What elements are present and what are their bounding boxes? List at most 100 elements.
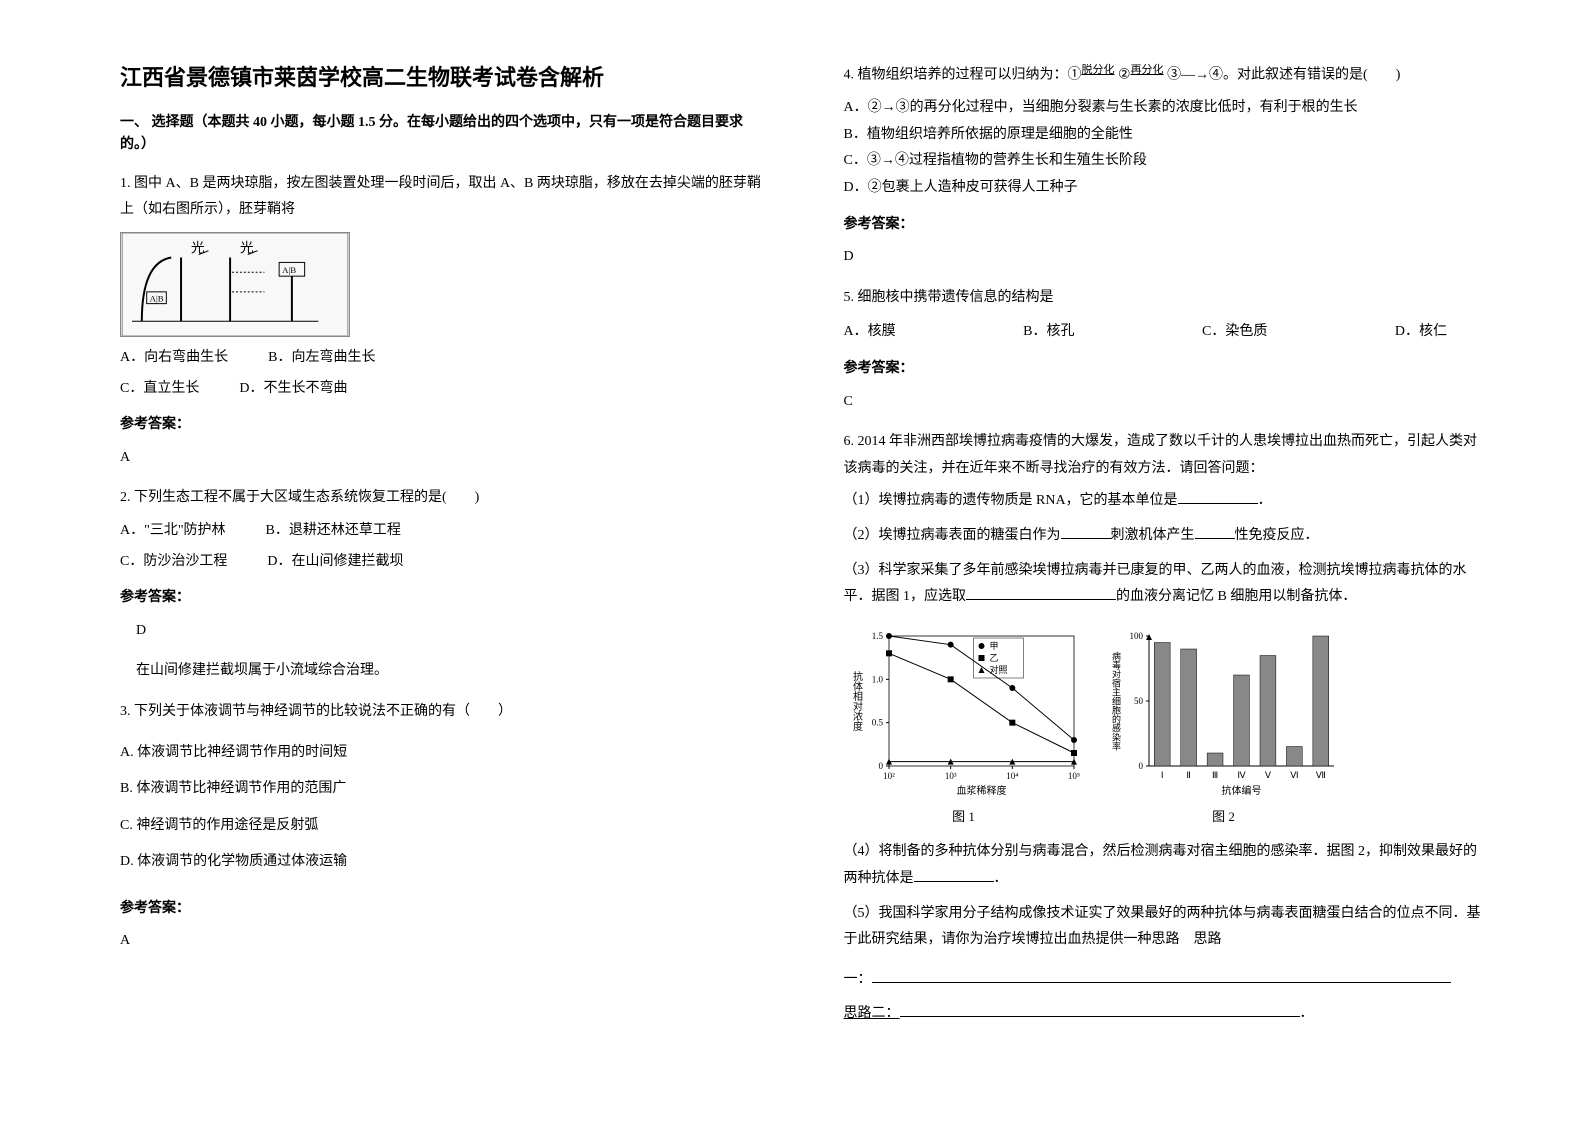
q6-sub2: （2）埃博拉病毒表面的糖蛋白作为 刺激机体产生 性免疫反应． bbox=[844, 523, 1488, 550]
chart1: 00.51.01.510²10³10⁴10⁵甲乙对照血浆稀释度抗体相对浓度 bbox=[844, 621, 1084, 801]
svg-text:50: 50 bbox=[1134, 696, 1144, 706]
question-2: 2. 下列生态工程不属于大区域生态系统恢复工程的是( ) A．"三北"防护林 B… bbox=[120, 485, 764, 685]
q6-sub5: （5）我国科学家用分子结构成像技术证实了效果最好的两种抗体与病毒表面糖蛋白结合的… bbox=[844, 901, 1488, 954]
q5-optB: B．核孔 bbox=[1023, 319, 1074, 346]
svg-text:1.5: 1.5 bbox=[871, 631, 883, 641]
svg-text:Ⅴ: Ⅴ bbox=[1264, 770, 1271, 780]
q6-sub5-line1: 一： bbox=[844, 962, 1488, 993]
page-title: 江西省景德镇市莱茵学校高二生物联考试卷含解析 bbox=[120, 60, 764, 92]
svg-text:10²: 10² bbox=[883, 771, 895, 781]
q4-mid2: ③—→④。对此叙述有错误的是( ) bbox=[1164, 68, 1401, 83]
q1-optD: D．不生长不弯曲 bbox=[239, 376, 347, 403]
q2-text: 2. 下列生态工程不属于大区域生态系统恢复工程的是( ) bbox=[120, 485, 764, 512]
svg-text:病毒对宿主细胞的感染率: 病毒对宿主细胞的感染率 bbox=[1111, 650, 1121, 751]
q6-sub1-suffix: ． bbox=[1258, 493, 1272, 508]
q5-optD: D．核仁 bbox=[1395, 319, 1447, 346]
q3-optA: A. 体液调节比神经调节作用的时间短 bbox=[120, 740, 764, 767]
q2-explain: 在山间修建拦截坝属于小流域综合治理。 bbox=[136, 658, 764, 685]
q2-optB: B．退耕还林还草工程 bbox=[266, 518, 401, 545]
svg-text:Ⅲ: Ⅲ bbox=[1211, 770, 1217, 780]
svg-text:0.5: 0.5 bbox=[871, 717, 883, 727]
q4-step1: 脱分化 bbox=[1082, 64, 1115, 76]
q3-answer-label: 参考答案： bbox=[120, 896, 764, 923]
blank bbox=[914, 868, 994, 882]
q1-answer: A bbox=[120, 445, 764, 472]
q4-optB: B．植物组织培养所依据的原理是细胞的全能性 bbox=[844, 122, 1488, 149]
q3-answer: A bbox=[120, 928, 764, 955]
question-1: 1. 图中 A、B 是两块琼脂，按左图装置处理一段时间后，取出 A、B 两块琼脂… bbox=[120, 171, 764, 472]
q3-text: 3. 下列关于体液调节与神经调节的比较说法不正确的有（ ） bbox=[120, 699, 764, 726]
q4-answer: D bbox=[844, 244, 1488, 271]
blank bbox=[1178, 490, 1258, 504]
q5-optA: A．核膜 bbox=[844, 319, 896, 346]
svg-text:100: 100 bbox=[1129, 631, 1143, 641]
section-header: 一、 选择题（本题共 40 小题，每小题 1.5 分。在每小题给出的四个选项中，… bbox=[120, 112, 764, 157]
q4-text: 4. 植物组织培养的过程可以归纳为：①脱分化 ②再分化 ③—→④。对此叙述有错误… bbox=[844, 60, 1488, 89]
q4-prefix: 4. 植物组织培养的过程可以归纳为：① bbox=[844, 68, 1082, 83]
q2-optA: A．"三北"防护林 bbox=[120, 518, 226, 545]
chart1-caption: 图 1 bbox=[844, 805, 1084, 830]
blank bbox=[900, 1003, 1300, 1017]
q4-optC: C．③→④过程指植物的营养生长和生殖生长阶段 bbox=[844, 148, 1488, 175]
q6-sub1: （1）埃博拉病毒的遗传物质是 RNA，它的基本单位是 ． bbox=[844, 488, 1488, 515]
q5-answer-label: 参考答案： bbox=[844, 356, 1488, 383]
svg-text:Ⅱ: Ⅱ bbox=[1186, 770, 1190, 780]
question-6: 6. 2014 年非洲西部埃博拉病毒疫情的大爆发，造成了数以千计的人患埃博拉出血… bbox=[844, 429, 1488, 1028]
q4-step2: 再分化 bbox=[1131, 64, 1164, 76]
svg-text:甲: 甲 bbox=[989, 641, 998, 651]
q1-answer-label: 参考答案： bbox=[120, 412, 764, 439]
q1-optA: A．向右弯曲生长 bbox=[120, 345, 228, 372]
q2-answer-label: 参考答案： bbox=[120, 585, 764, 612]
question-5: 5. 细胞核中携带遗传信息的结构是 A．核膜 B．核孔 C．染色质 D．核仁 参… bbox=[844, 285, 1488, 415]
svg-text:A|B: A|B bbox=[150, 294, 164, 304]
blank bbox=[966, 586, 1116, 600]
q6-sub3: （3）科学家采集了多年前感染埃博拉病毒并已康复的甲、乙两人的血液，检测抗埃博拉病… bbox=[844, 558, 1488, 611]
question-3: 3. 下列关于体液调节与神经调节的比较说法不正确的有（ ） A. 体液调节比神经… bbox=[120, 699, 764, 955]
q6-sub5-suffix: ． bbox=[1300, 1006, 1314, 1021]
q6-sub5-line2: 思路二： ． bbox=[844, 1001, 1488, 1028]
chart2: 050100ⅠⅡⅢⅣⅤⅥⅦ抗体编号病毒对宿主细胞的感染率 bbox=[1104, 621, 1344, 801]
svg-text:Ⅳ: Ⅳ bbox=[1237, 770, 1246, 780]
svg-text:0: 0 bbox=[878, 761, 883, 771]
q1-optC: C．直立生长 bbox=[120, 376, 199, 403]
svg-text:10³: 10³ bbox=[944, 771, 956, 781]
q6-sub2-mid: 刺激机体产生 bbox=[1111, 528, 1195, 543]
q6-text: 6. 2014 年非洲西部埃博拉病毒疫情的大爆发，造成了数以千计的人患埃博拉出血… bbox=[844, 429, 1488, 482]
chart1-container: 00.51.01.510²10³10⁴10⁵甲乙对照血浆稀释度抗体相对浓度 图 … bbox=[844, 621, 1084, 830]
q4-mid1: ② bbox=[1115, 68, 1131, 83]
q6-sub5-l2: 思路二： bbox=[844, 1006, 900, 1021]
q5-optC: C．染色质 bbox=[1202, 319, 1267, 346]
q5-text: 5. 细胞核中携带遗传信息的结构是 bbox=[844, 285, 1488, 312]
q3-optC: C. 神经调节的作用途径是反射弧 bbox=[120, 813, 764, 840]
svg-text:对照: 对照 bbox=[989, 664, 1007, 675]
q2-optC: C．防沙治沙工程 bbox=[120, 549, 227, 576]
svg-text:血浆稀释度: 血浆稀释度 bbox=[956, 784, 1006, 797]
chart2-caption: 图 2 bbox=[1104, 805, 1344, 830]
blank bbox=[872, 966, 1451, 983]
svg-text:Ⅶ: Ⅶ bbox=[1315, 770, 1325, 780]
q3-optB: B. 体液调节比神经调节作用的范围广 bbox=[120, 776, 764, 803]
q6-sub4-suffix: ． bbox=[994, 871, 1008, 886]
q6-sub5-l1: 一： bbox=[844, 972, 872, 987]
q4-optD: D．②包裹上人造种皮可获得人工种子 bbox=[844, 175, 1488, 202]
q1-optB: B．向左弯曲生长 bbox=[268, 345, 375, 372]
svg-text:1.0: 1.0 bbox=[871, 674, 883, 684]
q4-answer-label: 参考答案： bbox=[844, 212, 1488, 239]
q2-answer: D bbox=[136, 618, 764, 645]
q5-answer: C bbox=[844, 389, 1488, 416]
svg-text:A|B: A|B bbox=[282, 265, 296, 275]
svg-text:Ⅵ: Ⅵ bbox=[1290, 770, 1298, 780]
q2-optD: D．在山间修建拦截坝 bbox=[267, 549, 403, 576]
q6-sub1-prefix: （1）埃博拉病毒的遗传物质是 RNA，它的基本单位是 bbox=[844, 493, 1178, 508]
q6-sub4: （4）将制备的多种抗体分别与病毒混合，然后检测病毒对宿主细胞的感染率．据图 2，… bbox=[844, 839, 1488, 892]
q6-sub2-prefix: （2）埃博拉病毒表面的糖蛋白作为 bbox=[844, 528, 1061, 543]
q4-optA: A．②→③的再分化过程中，当细胞分裂素与生长素的浓度比低时，有利于根的生长 bbox=[844, 95, 1488, 122]
q6-sub2-suffix: 性免疫反应． bbox=[1235, 528, 1319, 543]
svg-text:10⁵: 10⁵ bbox=[1067, 771, 1079, 781]
q1-text: 1. 图中 A、B 是两块琼脂，按左图装置处理一段时间后，取出 A、B 两块琼脂… bbox=[120, 171, 764, 224]
chart2-container: 050100ⅠⅡⅢⅣⅤⅥⅦ抗体编号病毒对宿主细胞的感染率 图 2 bbox=[1104, 621, 1344, 830]
q3-optD: D. 体液调节的化学物质通过体液运输 bbox=[120, 849, 764, 876]
svg-text:Ⅰ: Ⅰ bbox=[1160, 770, 1163, 780]
svg-text:0: 0 bbox=[1138, 761, 1143, 771]
chart-row: 00.51.01.510²10³10⁴10⁵甲乙对照血浆稀释度抗体相对浓度 图 … bbox=[844, 621, 1488, 830]
